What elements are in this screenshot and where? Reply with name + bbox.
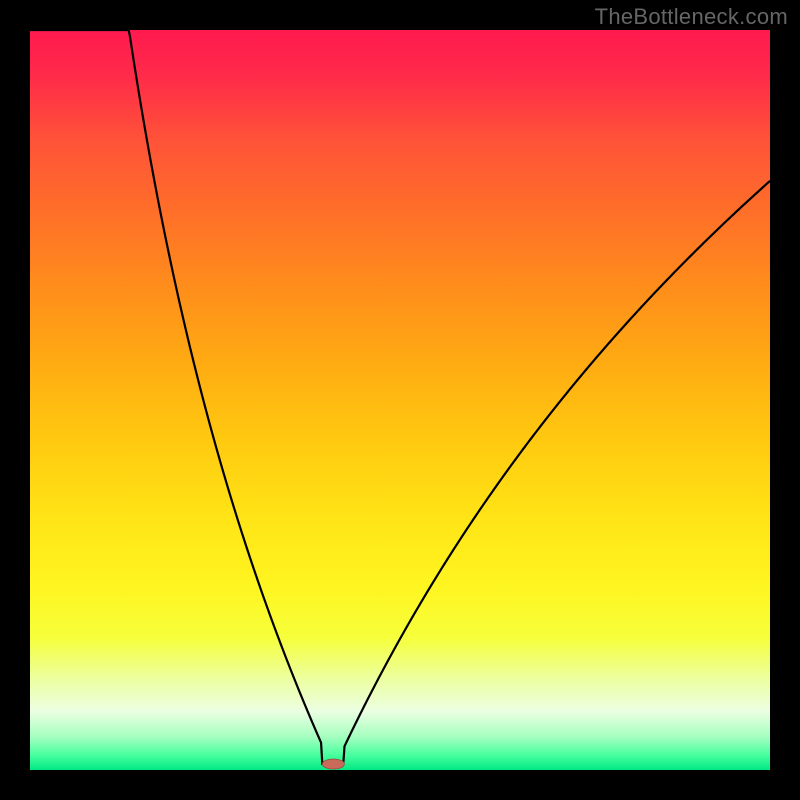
optimal-point-marker <box>322 759 344 769</box>
watermark-text: TheBottleneck.com <box>595 4 788 30</box>
bottleneck-chart <box>0 0 800 800</box>
chart-container: TheBottleneck.com <box>0 0 800 800</box>
plot-area <box>30 30 770 770</box>
